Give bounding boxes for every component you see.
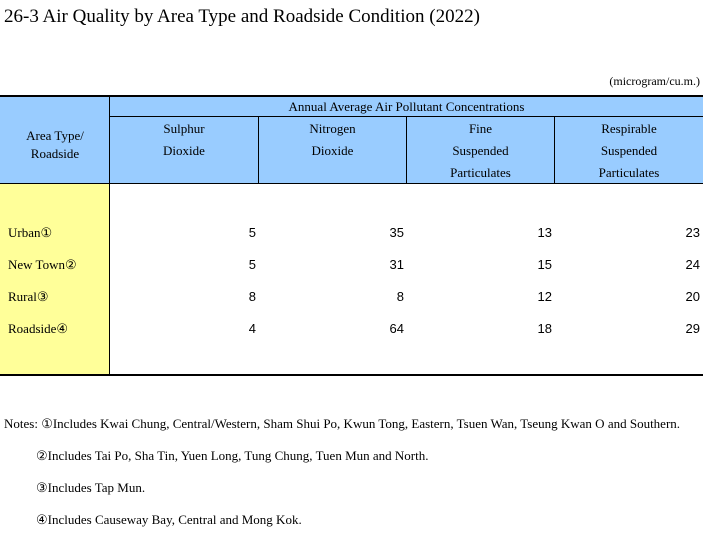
column-header-line: Respirable [601, 121, 657, 136]
cell-so2: 4 [248, 321, 256, 336]
table-top-rule [0, 95, 703, 97]
row-label: Urban① [8, 225, 53, 240]
note-item: ②Includes Tai Po, Sha Tin, Yuen Long, Tu… [36, 448, 429, 463]
cell-pm10: 24 [685, 257, 700, 272]
column-header-line: Suspended [452, 143, 509, 158]
cell-pm25: 18 [537, 321, 552, 336]
area-header-cell: Area Type/ Roadside [0, 97, 110, 184]
area-column-body [0, 184, 110, 374]
cell-pm25: 13 [537, 225, 552, 240]
column-header-line: Particulates [598, 165, 660, 180]
column-header-line: Nitrogen [309, 121, 356, 136]
column-header-line: Dioxide [163, 143, 205, 158]
cell-no2: 31 [389, 257, 404, 272]
cell-pm10: 29 [685, 321, 700, 336]
note-text: ①Includes Kwai Chung, Central/Western, S… [41, 416, 681, 431]
column-header-line: Sulphur [163, 121, 205, 136]
cell-no2: 64 [389, 321, 404, 336]
row-label: Rural③ [8, 289, 49, 304]
column-header-line: Suspended [600, 143, 658, 158]
cell-pm10: 23 [685, 225, 700, 240]
area-header-line2: Roadside [30, 146, 80, 161]
data-table: Area Type/ Roadside Annual Average Air P… [0, 95, 703, 377]
group-header-rule [110, 116, 703, 117]
group-header: Annual Average Air Pollutant Concentrati… [110, 97, 703, 117]
table-row: Urban① 5 35 13 23 [0, 225, 703, 245]
note-item: ④Includes Causeway Bay, Central and Mong… [36, 512, 302, 527]
column-header-pm25: Fine Suspended Particulates [407, 117, 554, 183]
table-row: New Town② 5 31 15 24 [0, 257, 703, 277]
cell-so2: 8 [248, 289, 256, 304]
area-header-line1: Area Type/ [26, 128, 84, 143]
column-divider [554, 117, 555, 184]
column-header-no2: Nitrogen Dioxide [259, 117, 406, 183]
page-title: 26-3 Air Quality by Area Type and Roadsi… [4, 6, 480, 27]
column-divider [406, 117, 407, 184]
cell-so2: 5 [248, 257, 256, 272]
area-column-divider [109, 97, 110, 374]
column-header-line: Dioxide [311, 143, 354, 158]
table-bottom-rule [0, 374, 703, 376]
area-header-rule [0, 183, 110, 184]
column-header-rule [110, 183, 703, 184]
note-item: Notes: ①Includes Kwai Chung, Central/Wes… [4, 416, 680, 432]
cell-so2: 5 [248, 225, 256, 240]
cell-pm25: 15 [537, 257, 552, 272]
column-header-so2: Sulphur Dioxide [110, 117, 258, 183]
column-header-line: Particulates [450, 165, 511, 180]
area-header-label: Area Type/ Roadside [0, 127, 110, 163]
notes-prefix: Notes: [4, 416, 42, 431]
cell-no2: 35 [389, 225, 404, 240]
cell-no2: 8 [396, 289, 404, 304]
cell-pm10: 20 [685, 289, 700, 304]
row-label: Roadside④ [8, 321, 69, 336]
column-divider [258, 117, 259, 184]
table-row: Rural③ 8 8 12 20 [0, 289, 703, 309]
column-header-pm10: Respirable Suspended Particulates [555, 117, 703, 183]
note-item: ③Includes Tap Mun. [36, 480, 146, 495]
column-header-line: Fine [468, 121, 493, 136]
row-label: New Town② [8, 257, 77, 272]
table-row: Roadside④ 4 64 18 29 [0, 321, 703, 341]
unit-label: (microgram/cu.m.) [609, 74, 700, 88]
cell-pm25: 12 [537, 289, 552, 304]
